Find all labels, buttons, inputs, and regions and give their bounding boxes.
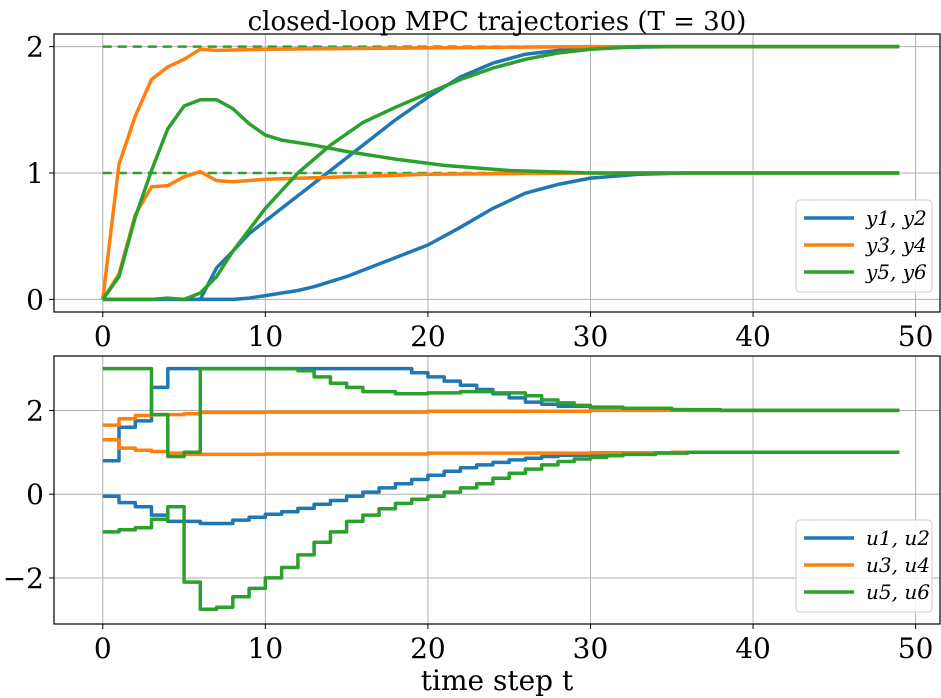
x-tick-label: 0 [94, 632, 112, 665]
series-line [102, 366, 900, 463]
x-tick-label: 10 [248, 632, 284, 665]
legend-label: y1, y2 [865, 206, 927, 230]
y-tick-label: 2 [26, 31, 44, 64]
series-line [101, 97, 900, 301]
x-tick-label: 0 [94, 320, 112, 353]
series-line [102, 44, 900, 302]
plot-area [102, 366, 900, 612]
series-line [102, 450, 900, 612]
y-tick-label: 1 [26, 157, 44, 190]
x-tick-label: 30 [573, 320, 609, 353]
legend-label: y3, y4 [865, 233, 927, 257]
x-tick-label: 20 [410, 632, 446, 665]
series-line [102, 450, 900, 526]
series-line [102, 408, 900, 427]
x-axis-label: time step t [421, 664, 574, 697]
x-tick-label: 30 [573, 632, 609, 665]
series-line [102, 44, 900, 302]
series-line [101, 169, 900, 301]
y-tick-label: 0 [26, 478, 44, 511]
x-tick-label: 10 [248, 320, 284, 353]
x-tick-label: 40 [735, 632, 771, 665]
legend-box [795, 199, 933, 293]
series-line [102, 171, 900, 302]
x-tick-label: 50 [898, 632, 934, 665]
legend: y1, y2 y3, y4 y5, y6 [795, 199, 933, 293]
axes-frame [53, 355, 941, 625]
series-line [101, 44, 900, 300]
legend-box [795, 519, 933, 613]
plot-area [101, 44, 900, 302]
legend-label: u3, u4 [866, 553, 930, 577]
legend-label: u1, u2 [866, 526, 930, 550]
y-tick-label: 0 [26, 283, 44, 316]
series-line [102, 366, 900, 459]
bottom-panel-inputs: 0 10 20 30 40 50 −2 0 2 u1, u2 u3, u4 u5, u6 [3, 355, 941, 665]
top-panel-outputs: 0 10 20 30 40 50 0 1 2 y1, y2 y3, y4 y5, y6 [26, 31, 941, 353]
y-tick-label: −2 [3, 562, 44, 595]
y-tick-label: 2 [26, 394, 44, 427]
legend-label: y5, y6 [865, 260, 927, 284]
x-tick-label: 40 [735, 320, 771, 353]
chart-title: closed-loop MPC trajectories (T = 30) [248, 7, 747, 37]
x-tick-label: 20 [410, 320, 446, 353]
legend: u1, u2 u3, u4 u5, u6 [795, 519, 933, 613]
x-tick-label: 50 [898, 320, 934, 353]
legend-label: u5, u6 [866, 580, 930, 604]
